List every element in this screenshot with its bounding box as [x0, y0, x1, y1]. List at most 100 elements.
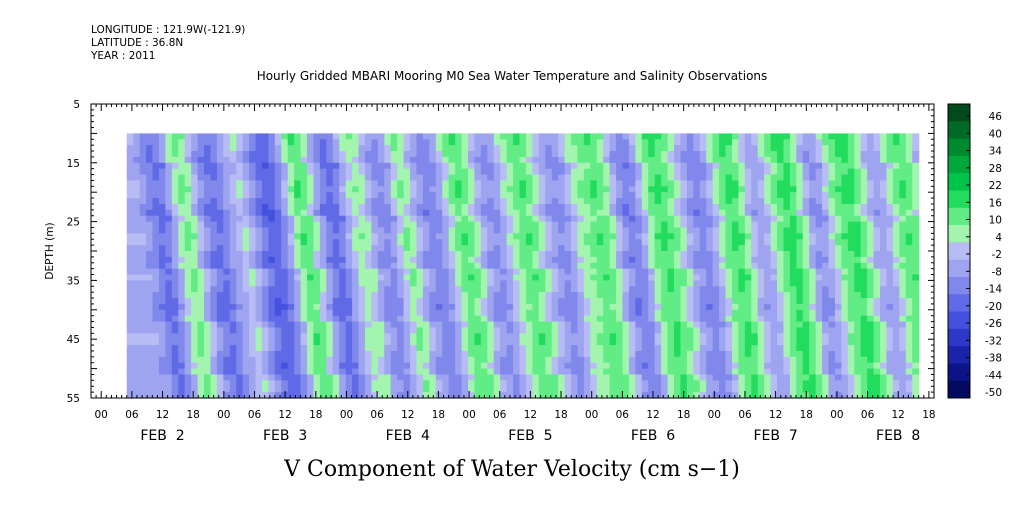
heat-cell	[307, 286, 315, 293]
heat-cell	[236, 315, 244, 323]
heat-cell	[622, 345, 630, 352]
heat-cell	[410, 151, 418, 158]
heat-cell	[274, 239, 282, 246]
heat-cell	[287, 256, 295, 264]
heat-cell	[178, 362, 186, 370]
heat-cell	[616, 245, 624, 252]
heat-cell	[133, 233, 141, 240]
heat-cell	[390, 268, 398, 276]
heat-cell	[287, 186, 295, 193]
heat-cell	[274, 303, 282, 311]
heat-cell	[435, 380, 443, 387]
heat-cell	[126, 180, 134, 187]
heat-cell	[532, 368, 540, 376]
heat-cell	[274, 245, 282, 252]
heat-cell	[345, 333, 353, 340]
heat-cell	[146, 251, 154, 258]
heat-cell	[261, 309, 270, 317]
heat-cell	[326, 239, 334, 246]
heat-cell	[487, 221, 495, 229]
heat-cell	[448, 133, 456, 140]
heat-cell	[648, 339, 656, 346]
heat-cell	[242, 374, 250, 381]
heat-cell	[834, 268, 843, 276]
heat-cell	[777, 274, 785, 281]
heat-cell	[307, 180, 315, 187]
heat-cell	[667, 215, 675, 223]
heat-cell	[236, 256, 244, 264]
heat-cell	[519, 350, 527, 358]
heat-cell	[558, 339, 566, 346]
heat-cell	[783, 215, 791, 223]
heat-cell	[448, 186, 456, 193]
heat-cell	[577, 350, 585, 358]
heat-cell	[564, 362, 572, 370]
heat-cell	[622, 221, 630, 229]
heat-cell	[287, 374, 295, 381]
heat-cell	[274, 192, 282, 199]
heat-cell	[358, 374, 366, 381]
heat-cell	[223, 321, 231, 329]
heat-cell	[789, 362, 797, 370]
heat-cell	[339, 345, 347, 352]
heat-cell	[654, 350, 662, 358]
heat-cell	[223, 245, 231, 252]
heat-cell	[197, 156, 205, 164]
heat-cell	[397, 280, 405, 287]
heat-cell	[319, 133, 327, 140]
heat-cell	[229, 233, 237, 240]
heat-cell	[815, 280, 823, 287]
heat-cell	[422, 309, 430, 317]
heat-cell	[796, 374, 804, 381]
heat-cell	[268, 298, 276, 305]
heat-cell	[268, 233, 276, 240]
heat-cell	[744, 203, 752, 211]
heat-cell	[802, 303, 810, 311]
heat-cell	[725, 292, 733, 299]
heat-cell	[789, 327, 797, 334]
heat-cell	[287, 333, 295, 340]
heat-cell	[680, 292, 688, 299]
heat-cell	[770, 321, 778, 329]
heat-cell	[191, 339, 199, 346]
heat-cell	[641, 274, 649, 281]
heat-cell	[583, 386, 591, 393]
heat-cell	[210, 209, 218, 217]
heat-cell	[783, 245, 791, 252]
heat-cell	[500, 262, 508, 270]
heat-cell	[725, 139, 733, 146]
heat-cell	[377, 162, 385, 170]
heat-cell	[609, 333, 617, 340]
heat-cell	[197, 174, 205, 182]
heat-cell	[590, 386, 598, 393]
heat-cell	[809, 280, 817, 287]
heat-cell	[467, 333, 476, 340]
heat-cell	[538, 339, 546, 346]
heat-cell	[751, 333, 759, 340]
heat-cell	[158, 356, 166, 364]
heat-cell	[384, 139, 392, 146]
heat-cell	[699, 156, 707, 164]
heat-cell	[564, 227, 572, 234]
heat-cell	[467, 280, 476, 287]
heat-cell	[165, 180, 173, 187]
heat-cell	[564, 286, 572, 293]
heat-cell	[294, 386, 302, 393]
heat-cell	[307, 186, 315, 193]
heat-cell	[397, 162, 405, 170]
heat-cell	[294, 198, 302, 205]
heat-cell	[191, 239, 199, 246]
heat-cell	[249, 286, 257, 293]
heat-cell	[757, 192, 765, 199]
heat-cell	[242, 321, 250, 329]
heat-cell	[596, 274, 604, 281]
heat-cell	[545, 333, 553, 340]
heat-cell	[448, 221, 456, 229]
heat-cell	[667, 298, 675, 305]
heat-cell	[686, 186, 694, 193]
heat-cell	[500, 339, 508, 346]
heat-cell	[577, 345, 585, 352]
heat-cell	[294, 239, 302, 246]
heat-cell	[339, 303, 347, 311]
heat-cell	[609, 321, 617, 329]
